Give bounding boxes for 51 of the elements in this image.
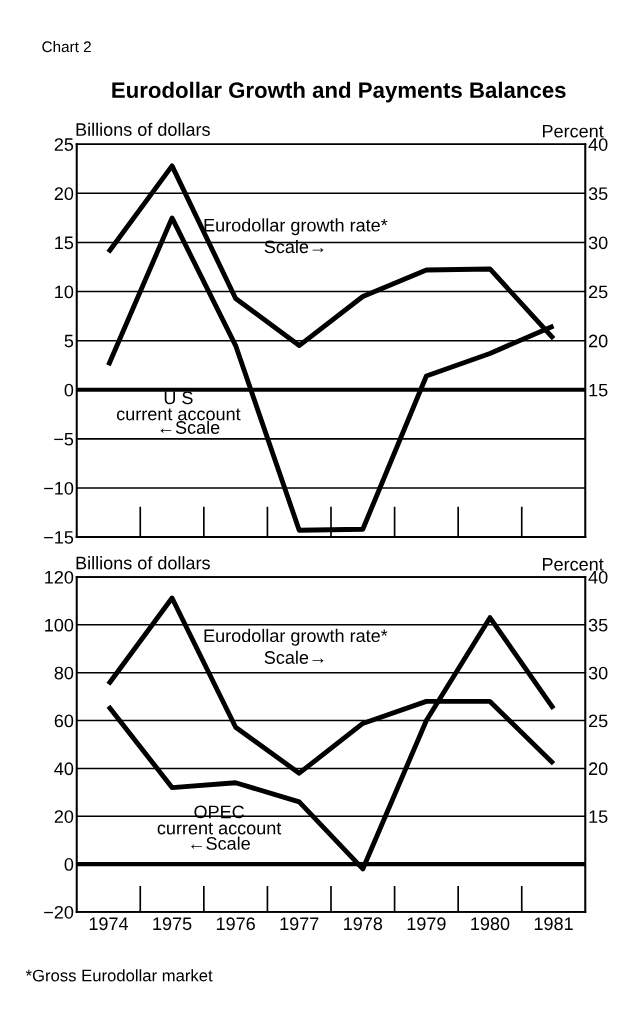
y-tick-label: 60 xyxy=(54,714,74,728)
y-tick-label: 0 xyxy=(64,383,74,397)
x-tick-label: 1974 xyxy=(89,917,129,931)
y-tick-label: 10 xyxy=(55,285,74,299)
y2-tick-label: 40 xyxy=(588,138,608,151)
y2-tick-label: 25 xyxy=(589,714,608,728)
series-label: Eurodollar growth rate* xyxy=(204,218,388,236)
text: *Gross Eurodollar market xyxy=(25,969,213,982)
y2-axis-title: Percent xyxy=(542,124,604,138)
y2-tick-label: 35 xyxy=(588,187,608,201)
y-axis-title: Billions of dollars xyxy=(76,556,210,570)
y-tick-label: 20 xyxy=(54,810,74,823)
y-tick-label: −20 xyxy=(44,905,74,919)
x-tick-label: 1979 xyxy=(407,917,446,931)
annotation: ←Scale xyxy=(160,420,220,434)
y2-tick-label: 35 xyxy=(588,618,608,632)
annotation: ←Scale xyxy=(191,836,250,850)
y2-tick-label: 30 xyxy=(588,666,608,680)
x-tick-label: 1977 xyxy=(280,917,319,931)
y-tick-label: 80 xyxy=(54,666,74,680)
y2-tick-label: 15 xyxy=(589,810,608,823)
y-tick-label: 25 xyxy=(54,138,74,151)
annotation: Scale→ xyxy=(264,239,324,254)
y-tick-label: 40 xyxy=(54,762,74,776)
x-tick-label: 1980 xyxy=(471,917,510,931)
y-tick-label: 20 xyxy=(54,187,74,201)
x-tick-label: 1975 xyxy=(153,917,192,931)
y-tick-label: −5 xyxy=(54,432,74,446)
y-tick-label: 0 xyxy=(64,858,74,871)
y2-axis-title: Percent xyxy=(542,558,604,571)
y-tick-label: 5 xyxy=(64,334,74,348)
y2-tick-label: 30 xyxy=(588,236,608,250)
series-label: U S current account xyxy=(116,391,241,421)
y2-tick-label: 40 xyxy=(588,570,608,584)
series-label: Eurodollar growth rate* xyxy=(204,628,388,646)
chart-title: Eurodollar Growth and Payments Balances xyxy=(112,81,566,103)
x-tick-label: 1981 xyxy=(534,917,573,931)
y-tick-label: −15 xyxy=(44,531,74,544)
x-tick-label: 1978 xyxy=(344,917,383,931)
y-tick-label: −10 xyxy=(44,481,74,495)
y2-tick-label: 25 xyxy=(589,285,608,299)
y-axis-title: Billions of dollars xyxy=(76,122,210,136)
caption: Chart 2 xyxy=(42,40,91,53)
y2-tick-label: 15 xyxy=(589,383,608,397)
y-tick-label: 15 xyxy=(55,236,74,250)
x-tick-label: 1976 xyxy=(216,917,255,931)
y2-tick-label: 20 xyxy=(589,334,608,348)
y-tick-label: 100 xyxy=(45,618,74,632)
annotation: Scale→ xyxy=(264,650,324,664)
y-tick-label: 120 xyxy=(45,570,74,584)
y2-tick-label: 20 xyxy=(589,762,608,776)
